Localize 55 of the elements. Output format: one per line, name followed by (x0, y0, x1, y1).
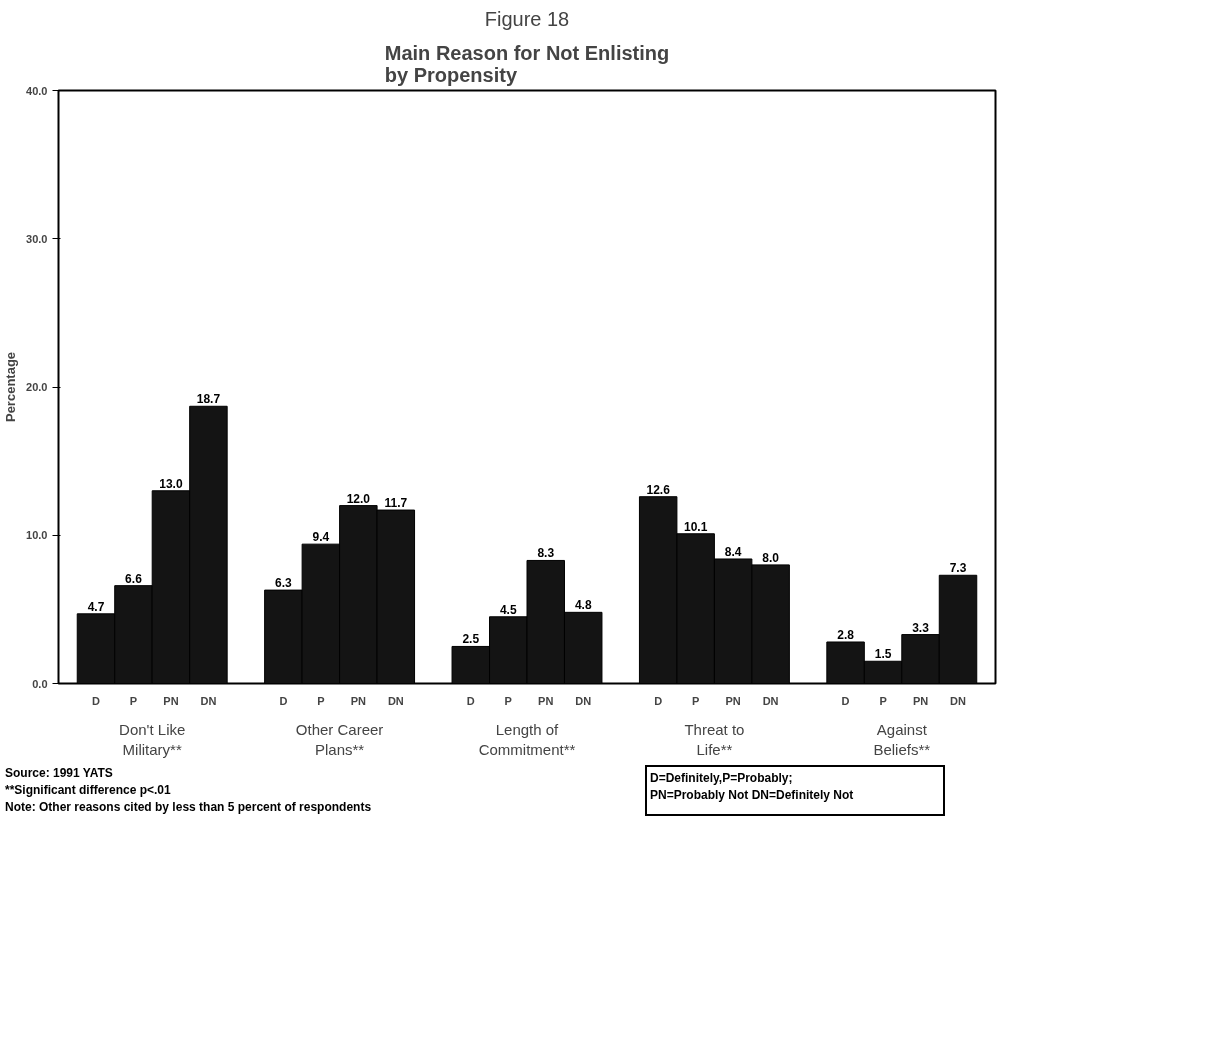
data-label: 6.6 (125, 571, 143, 586)
data-label: 4.5 (499, 602, 517, 617)
series-label: PN (163, 694, 179, 707)
data-label: 6.3 (275, 576, 293, 591)
data-label: 8.4 (724, 544, 742, 559)
y-tick-label: 10.0 (26, 529, 48, 542)
chart-title: Figure 18 (484, 7, 570, 30)
text: DN (950, 694, 966, 707)
series-label: DN (200, 694, 217, 707)
text: PN (912, 694, 929, 707)
y-tick-label: 30.0 (26, 232, 48, 245)
data-label: 2.8 (837, 627, 855, 642)
x-tick-label: Length of Commitment** (478, 720, 576, 758)
x-tick-label: Threat to Life** (684, 720, 745, 758)
text: P (504, 694, 512, 707)
data-label: 7.3 (949, 561, 967, 576)
x-tick-label: Don't Like Military** (119, 720, 186, 758)
data-label: 8.0 (762, 550, 780, 565)
data-label: 12.6 (646, 482, 671, 497)
text: P (691, 694, 700, 707)
y-axis-title: Percentage (3, 351, 19, 423)
data-label: 1.5 (874, 647, 892, 662)
text: D (279, 694, 288, 707)
data-label: 11.7 (384, 496, 408, 511)
x-tick-label: Other Career Plans** (295, 720, 384, 758)
text: D (654, 694, 663, 707)
text: P (879, 694, 887, 707)
text: D (841, 694, 850, 707)
source-note: Source: 1991 YATS **Significant difference p<.01 Note: Other reasons cited by less than 5 percent of respondents (5, 765, 372, 817)
text: D=Definitely,P=Probably; PN=Probably Not DN=Definitely Not (650, 770, 854, 805)
data-label: 10.1 (683, 519, 708, 534)
data-label: 18.7 (196, 392, 221, 407)
data-label: 9.4 (312, 530, 330, 545)
series-label: D (92, 694, 101, 707)
text: DN (387, 694, 404, 707)
data-label: 13.0 (159, 476, 183, 491)
text: P (317, 694, 325, 707)
text: DN (762, 694, 779, 707)
x-tick-label: Against Beliefs** (873, 720, 931, 758)
text: PN (725, 694, 741, 707)
y-tick-label: 0.0 (32, 677, 48, 690)
series-label: P (129, 694, 138, 707)
y-tick-label: 20.0 (26, 381, 48, 393)
data-label: 2.5 (462, 632, 480, 647)
text: DN (575, 694, 592, 707)
chart-subtitle: Main Reason for Not Enlisting by Propensity (384, 41, 670, 86)
text: D (466, 694, 475, 707)
data-label: 4.8 (574, 598, 592, 613)
text: PN (350, 694, 366, 707)
data-label: 4.7 (87, 599, 105, 614)
text: PN (538, 694, 554, 707)
data-label: 12.0 (346, 491, 371, 506)
data-label: 3.3 (912, 620, 930, 635)
data-label: 8.3 (537, 546, 555, 561)
y-tick-label: 40.0 (26, 84, 48, 97)
